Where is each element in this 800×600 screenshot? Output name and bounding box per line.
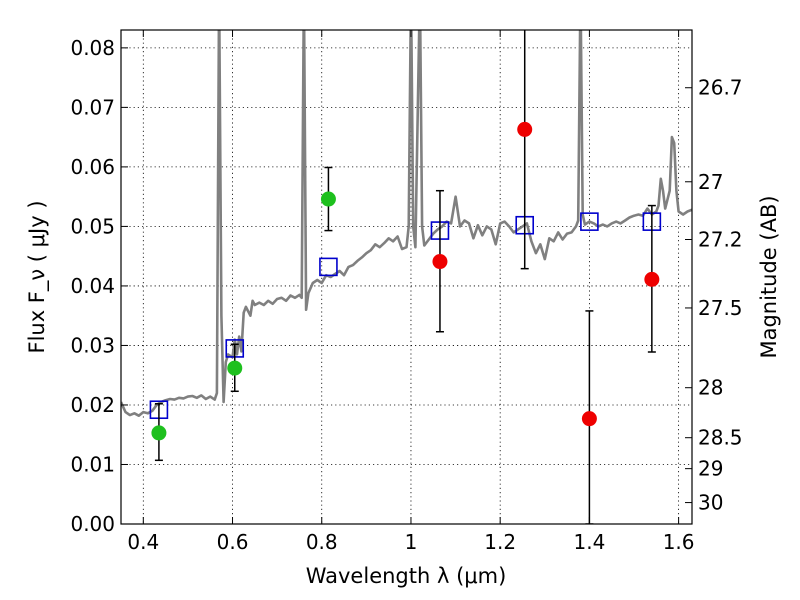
axis-ticks: 0.4 0.6 0.8 1 1.2 1.4 1.6 0.00 0.01 0.02 0.03 0.04 0… xyxy=(70,30,743,554)
grid xyxy=(121,30,692,525)
y-tick-label: 0.04 xyxy=(70,274,115,298)
y-tick-label: 0.01 xyxy=(70,452,115,476)
model-spectrum-line xyxy=(121,30,692,417)
y2-tick-label: 27 xyxy=(698,170,723,194)
plot-area xyxy=(121,30,692,524)
model-band-square xyxy=(580,212,599,231)
x-axis-title: Wavelength λ (μm) xyxy=(306,564,507,588)
detection-point xyxy=(227,360,243,376)
y-tick-label: 0.00 xyxy=(70,512,115,536)
y2-tick-label: 30 xyxy=(698,491,723,515)
model-band-square xyxy=(319,257,338,277)
non-detection-point xyxy=(517,121,533,137)
detection-point xyxy=(320,191,336,207)
y2-tick-label: 29 xyxy=(698,457,723,481)
x-tick-label: 1.4 xyxy=(573,530,605,554)
y-axis-title: Flux F_ν ( μJy ) xyxy=(25,200,50,353)
y-tick-label: 0.06 xyxy=(70,155,115,179)
x-tick-label: 1.2 xyxy=(484,530,516,554)
y2-tick-label: 26.7 xyxy=(698,76,743,100)
y-tick-label: 0.03 xyxy=(70,333,115,357)
y-tick-label: 0.02 xyxy=(70,393,115,417)
x-tick-label: 1.6 xyxy=(663,530,695,554)
y2-tick-label: 28.5 xyxy=(698,426,743,450)
y2-axis-title: Magnitude (AB) xyxy=(757,195,781,358)
plot-frame xyxy=(120,29,693,525)
x-tick-label: 0.8 xyxy=(306,530,338,554)
y2-tick-label: 28 xyxy=(698,376,723,400)
x-tick-label: 0.6 xyxy=(217,530,249,554)
non-detection-point xyxy=(644,271,660,287)
y2-tick-label: 27.5 xyxy=(698,296,743,320)
y-tick-label: 0.07 xyxy=(70,95,115,119)
y-tick-label: 0.05 xyxy=(70,214,115,238)
non-detection-point xyxy=(581,411,597,427)
y2-tick-label: 27.2 xyxy=(698,228,743,252)
x-tick-label: 0.4 xyxy=(127,530,159,554)
y-tick-label: 0.08 xyxy=(70,36,115,60)
non-detection-point xyxy=(432,254,448,270)
detection-point xyxy=(151,425,167,441)
x-tick-label: 1 xyxy=(405,530,418,554)
